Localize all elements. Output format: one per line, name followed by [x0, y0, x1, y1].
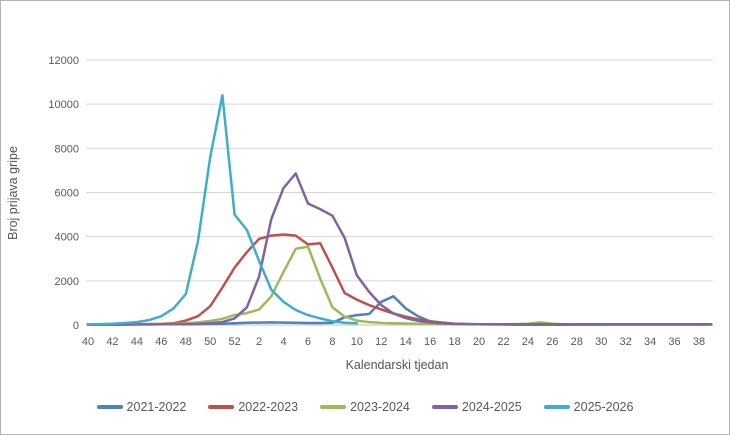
x-tick-label: 18: [448, 336, 460, 348]
legend-swatch-icon: [543, 405, 570, 409]
x-tick-label: 36: [668, 336, 680, 348]
x-tick-label: 22: [497, 336, 509, 348]
x-tick-label: 50: [204, 336, 216, 348]
legend-label: 2024-2025: [461, 400, 522, 414]
x-tick-label: 42: [106, 336, 118, 348]
x-axis-title: Kalendarski tjedan: [346, 358, 449, 372]
y-tick-label: 8000: [55, 143, 79, 155]
x-tick-label: 48: [180, 336, 192, 348]
y-axis-title: Broj prijava gripe: [6, 146, 20, 240]
legend-label: 2025-2026: [573, 400, 634, 414]
legend-item-2024-2025: 2024-2025: [431, 400, 522, 414]
chart-legend: 2021-2022 2022-2023 2023-2024 2024-2025 2025…: [1, 400, 729, 414]
x-tick-label: 10: [351, 336, 363, 348]
y-tick-label: 10000: [48, 99, 79, 111]
x-tick-label: 4: [280, 336, 286, 348]
y-tick-label: 4000: [55, 232, 79, 244]
x-tick-label: 26: [546, 336, 558, 348]
y-tick-label: 2000: [55, 276, 79, 288]
x-tick-label: 24: [522, 336, 534, 348]
x-tick-label: 20: [473, 336, 485, 348]
legend-item-2021-2022: 2021-2022: [96, 400, 187, 414]
x-tick-label: 14: [400, 336, 412, 348]
x-tick-label: 32: [620, 336, 632, 348]
x-tick-label: 12: [375, 336, 387, 348]
x-tick-label: 52: [229, 336, 241, 348]
x-tick-label: 44: [131, 336, 143, 348]
legend-item-2023-2024: 2023-2024: [320, 400, 410, 414]
series-line-2022-2023: [86, 233, 713, 326]
legend-swatch-icon: [96, 405, 123, 409]
series-line-2025-2026: [86, 94, 359, 326]
x-axis-tick-labels: 40 42 44 46 48 50 52 2 4 6 8 10 12 14 16 18 20 22 24 26 28 30…: [82, 336, 705, 348]
legend-item-2022-2023: 2022-2023: [208, 400, 298, 414]
gridlines: [86, 59, 713, 326]
x-tick-label: 28: [571, 336, 583, 348]
legend-swatch-icon: [208, 405, 235, 409]
x-tick-label: 34: [644, 336, 656, 348]
legend-label: 2022-2023: [238, 400, 299, 414]
series-lines: [86, 94, 713, 326]
series-line-2024-2025: [86, 172, 713, 326]
x-tick-label: 8: [329, 336, 335, 348]
legend-item-2025-2026: 2025-2026: [543, 400, 634, 414]
x-tick-label: 46: [155, 336, 167, 348]
x-tick-label: 40: [82, 336, 94, 348]
y-axis-tick-labels: 0 2000 4000 6000 8000 10000 12000: [48, 55, 79, 332]
x-tick-label: 30: [595, 336, 607, 348]
y-tick-label: 12000: [48, 55, 79, 67]
x-tick-label: 6: [305, 336, 311, 348]
legend-label: 2023-2024: [350, 400, 410, 414]
x-tick-label: 16: [424, 336, 436, 348]
legend-swatch-icon: [320, 405, 347, 409]
y-tick-label: 0: [73, 320, 79, 332]
legend-label: 2021-2022: [126, 400, 187, 414]
x-tick-label: 38: [693, 336, 705, 348]
series-line-2023-2024: [86, 245, 713, 326]
y-tick-label: 6000: [55, 188, 79, 200]
x-tick-label: 2: [256, 336, 262, 348]
legend-swatch-icon: [431, 405, 458, 409]
